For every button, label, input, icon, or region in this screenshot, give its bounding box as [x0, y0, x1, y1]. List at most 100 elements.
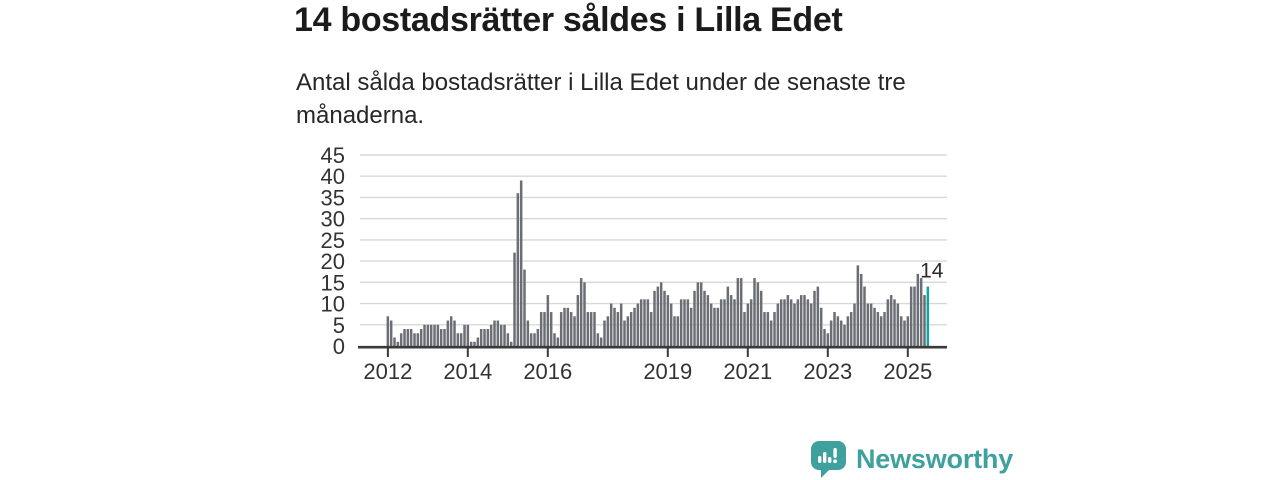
month-bar [396, 341, 400, 346]
month-bar [749, 299, 753, 346]
month-bar [876, 312, 880, 346]
month-bar [846, 316, 850, 346]
month-bar [449, 316, 453, 346]
month-bar [816, 286, 820, 346]
month-bar [736, 278, 740, 346]
month-bar [429, 324, 433, 346]
month-bar [516, 193, 520, 346]
x-axis-tick-label: 2025 [883, 359, 932, 384]
month-bar [529, 333, 533, 346]
month-bar [733, 299, 736, 346]
y-axis-tick-label: 0 [333, 334, 345, 359]
month-bar [693, 290, 696, 346]
month-bar [829, 320, 833, 346]
month-bar [603, 320, 606, 346]
month-bar [879, 316, 883, 346]
month-bar [606, 316, 610, 346]
month-bar [849, 312, 853, 346]
month-bar [466, 324, 470, 346]
month-bar [713, 307, 716, 346]
month-bar [399, 333, 403, 346]
month-bar [666, 295, 670, 346]
month-bar [889, 295, 893, 346]
month-bar [453, 320, 456, 346]
month-bar [729, 295, 733, 346]
month-bar [419, 329, 423, 346]
y-axis-tick-label: 25 [321, 228, 345, 253]
month-bar [723, 299, 726, 346]
month-bar [866, 303, 870, 346]
y-axis-tick-label: 5 [333, 313, 345, 338]
x-axis-tick-label: 2021 [723, 359, 772, 384]
month-bar [759, 290, 763, 346]
month-bar [539, 312, 543, 346]
month-bar [393, 337, 396, 346]
month-bar [779, 299, 783, 346]
month-bar [809, 303, 813, 346]
month-bar [626, 316, 630, 346]
month-bar [823, 329, 826, 346]
month-bar [469, 341, 473, 346]
month-bar [623, 320, 626, 346]
y-axis-tick-label: 35 [321, 185, 345, 210]
month-bar [843, 324, 846, 346]
month-bar [436, 324, 440, 346]
month-bar [706, 295, 710, 346]
month-bar [599, 337, 603, 346]
month-bar [893, 299, 896, 346]
month-bar [439, 329, 443, 346]
month-bar [426, 324, 430, 346]
month-bar [476, 337, 480, 346]
month-bar [553, 333, 556, 346]
month-bar [596, 333, 600, 346]
month-bar [716, 307, 720, 346]
month-bar [903, 320, 906, 346]
month-bar [789, 299, 793, 346]
month-bar [386, 316, 390, 346]
month-bar [473, 341, 476, 346]
month-bar [913, 286, 916, 346]
month-bar [556, 337, 560, 346]
month-bar [873, 307, 876, 346]
month-bar [513, 252, 516, 346]
month-bar [793, 303, 796, 346]
month-bar [526, 320, 530, 346]
month-bar [493, 320, 496, 346]
month-bar [416, 333, 420, 346]
month-bar [409, 329, 413, 346]
month-bar [696, 282, 700, 346]
month-bar [629, 312, 633, 346]
month-bar [463, 324, 466, 346]
y-axis-tick-label: 20 [321, 249, 345, 274]
month-bar [803, 295, 806, 346]
month-bar [679, 299, 683, 346]
month-bar [673, 316, 676, 346]
month-bar [663, 290, 666, 346]
month-bar [479, 329, 483, 346]
month-bar [446, 320, 450, 346]
month-bar [636, 303, 640, 346]
month-bar [656, 286, 660, 346]
month-bar [886, 299, 890, 346]
y-axis-tick-label: 15 [321, 270, 345, 295]
exclamation-dot-icon [833, 459, 837, 464]
month-bar [503, 324, 506, 346]
month-bar [483, 329, 486, 346]
month-bar [619, 303, 623, 346]
month-bar [646, 299, 650, 346]
month-bar [546, 295, 550, 346]
month-bar [653, 290, 656, 346]
y-axis-tick-label: 45 [321, 143, 345, 168]
month-bar [756, 282, 760, 346]
month-bar [639, 299, 643, 346]
month-bar [589, 312, 593, 346]
month-bar [869, 303, 873, 346]
month-bar [703, 290, 706, 346]
month-bar [496, 320, 500, 346]
month-bar [689, 307, 693, 346]
month-bar [753, 278, 756, 346]
month-bar [923, 295, 926, 346]
month-bar [506, 333, 510, 346]
month-bar [593, 312, 596, 346]
